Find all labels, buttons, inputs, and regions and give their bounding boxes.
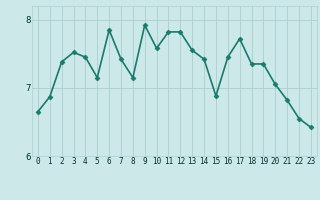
Text: Humidex (Indice chaleur): Humidex (Indice chaleur)	[102, 183, 243, 193]
